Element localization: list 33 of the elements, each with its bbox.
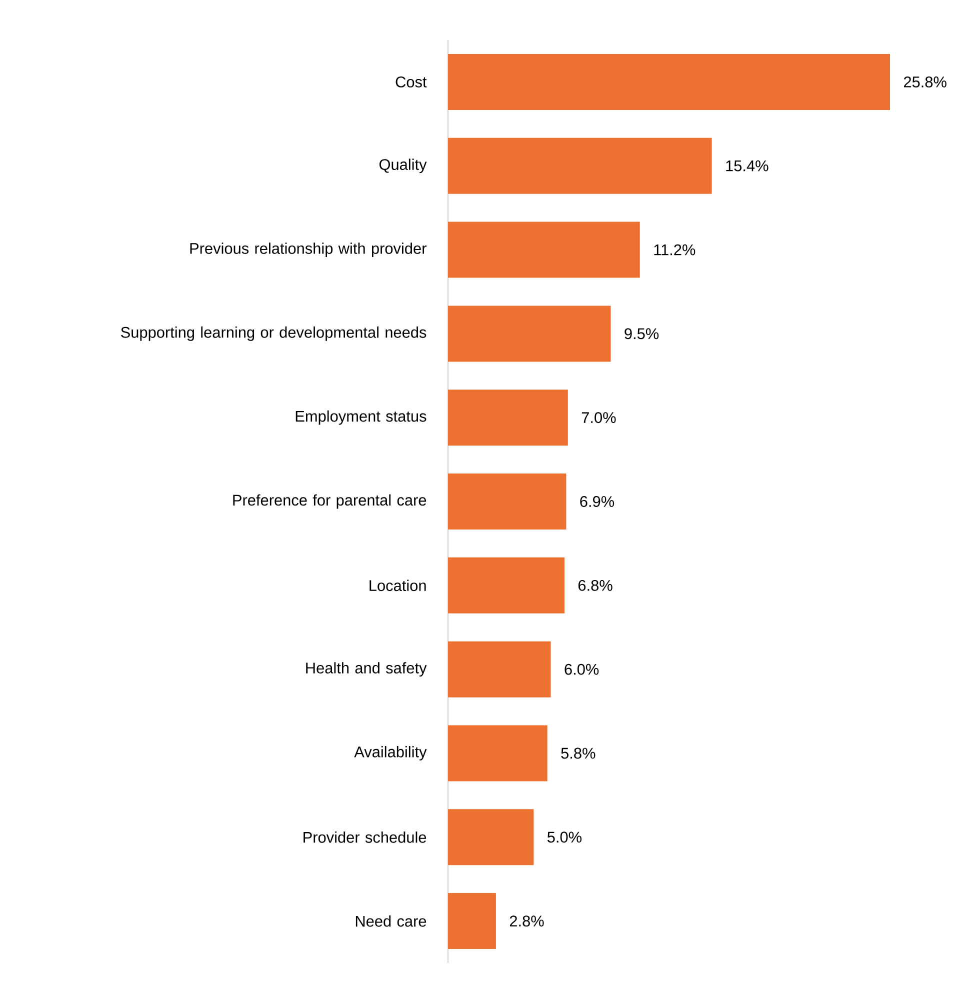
bar — [448, 474, 566, 530]
y-tick-label: Provider schedule — [304, 831, 426, 843]
bar — [448, 893, 496, 950]
bar — [448, 54, 890, 110]
y-tick-label: Supporting learning or developmental needs — [121, 326, 426, 341]
bar — [448, 306, 611, 362]
bar — [448, 725, 548, 782]
data-label: 15.4% — [726, 160, 768, 172]
y-tick-label: Availability — [354, 746, 427, 760]
bar — [448, 557, 564, 614]
data-label: 5.8% — [561, 748, 596, 759]
bar — [448, 809, 534, 866]
bar — [448, 390, 568, 446]
data-label: 25.8% — [904, 76, 946, 88]
data-label: 7.0% — [582, 412, 616, 424]
bar — [448, 222, 640, 278]
bar — [448, 641, 551, 698]
data-label: 5.0% — [547, 832, 582, 843]
y-tick-label: Preference for parental care — [233, 494, 426, 509]
y-tick-label: Location — [370, 580, 426, 592]
data-label: 6.8% — [578, 580, 612, 591]
data-label: 6.0% — [564, 664, 599, 675]
y-tick-label: Cost — [396, 76, 427, 88]
data-label: 6.9% — [580, 496, 614, 507]
data-label: 9.5% — [624, 328, 659, 340]
y-tick-label: Quality — [379, 158, 427, 174]
y-tick-label: Employment status — [296, 410, 426, 425]
data-label: 2.8% — [510, 916, 544, 927]
bar — [448, 138, 712, 194]
y-tick-label: Previous relationship with provider — [190, 242, 426, 257]
y-tick-label: Need care — [356, 915, 426, 927]
data-label: 11.2% — [654, 244, 696, 256]
y-tick-label: Health and safety — [306, 662, 427, 677]
